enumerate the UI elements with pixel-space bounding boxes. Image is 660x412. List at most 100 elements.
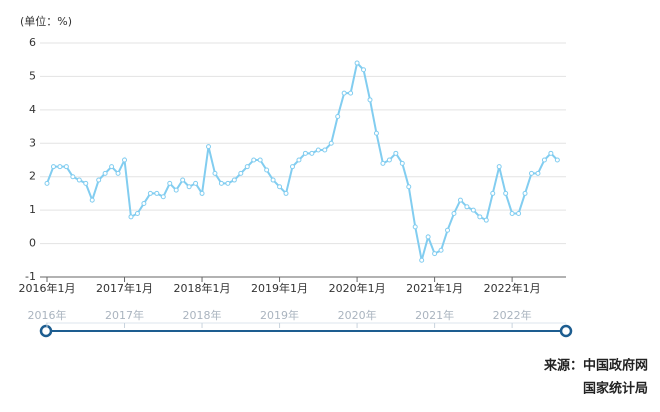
slider-label: 2021年	[415, 308, 454, 322]
point	[63, 164, 69, 170]
point	[122, 157, 128, 163]
point	[109, 164, 115, 170]
point	[134, 210, 140, 216]
point	[490, 190, 496, 196]
point	[173, 187, 179, 193]
point	[354, 60, 360, 66]
point	[231, 177, 237, 183]
slider-label: 2022年	[493, 308, 532, 322]
x-tick-label: 2017年1月	[96, 281, 153, 295]
point	[147, 190, 153, 196]
point	[296, 157, 302, 163]
point	[206, 144, 211, 150]
point	[464, 204, 470, 210]
point	[251, 157, 257, 163]
y-tick-label: 5	[29, 69, 36, 82]
point	[102, 170, 108, 176]
point	[438, 247, 444, 253]
point	[483, 217, 489, 223]
point	[425, 234, 431, 240]
point	[470, 207, 476, 213]
point	[160, 194, 166, 200]
point	[141, 200, 147, 206]
point	[50, 164, 56, 170]
point	[380, 160, 386, 166]
slider-label: 2016年	[28, 308, 67, 322]
point	[367, 97, 373, 103]
slider-label: 2019年	[260, 308, 299, 322]
point	[277, 184, 283, 190]
point	[57, 164, 63, 170]
point	[503, 190, 509, 196]
x-tick-label: 2021年1月	[406, 281, 463, 295]
point	[44, 180, 50, 186]
point	[535, 170, 541, 176]
point	[509, 210, 515, 216]
point	[496, 164, 502, 170]
point	[386, 157, 392, 163]
point	[167, 180, 173, 186]
point	[419, 257, 425, 263]
point	[335, 114, 341, 120]
y-tick-label: 1	[29, 203, 36, 216]
point	[393, 150, 399, 156]
y-tick-label: 2	[29, 170, 36, 183]
point	[477, 214, 483, 220]
point	[529, 170, 534, 176]
slider-handle[interactable]	[559, 324, 573, 338]
point	[186, 184, 192, 190]
point	[70, 174, 76, 180]
point	[522, 190, 528, 196]
point	[516, 210, 522, 216]
point	[309, 150, 315, 156]
slider-label: 2017年	[105, 308, 144, 322]
y-tick-label: -1	[25, 270, 36, 283]
point	[96, 177, 102, 183]
point	[212, 170, 218, 176]
point	[432, 251, 438, 257]
point	[445, 227, 451, 233]
point	[76, 177, 82, 183]
source: 国家统计局	[583, 381, 648, 397]
point	[328, 140, 334, 146]
point	[457, 197, 463, 203]
point	[180, 177, 186, 183]
point	[225, 180, 231, 186]
point	[89, 197, 95, 203]
point	[199, 190, 205, 196]
point	[412, 224, 418, 230]
point	[264, 167, 270, 173]
point	[548, 150, 554, 156]
point	[244, 164, 250, 170]
point	[554, 157, 560, 163]
point	[302, 150, 308, 156]
point	[283, 190, 289, 196]
point	[257, 157, 263, 163]
slider-handle[interactable]	[39, 324, 53, 338]
x-tick-label: 2022年1月	[484, 281, 541, 295]
point	[406, 184, 412, 190]
point	[322, 147, 328, 153]
slider-label: 2020年	[338, 308, 377, 322]
point	[238, 170, 244, 176]
point	[154, 190, 160, 196]
x-tick-label: 2016年1月	[19, 281, 76, 295]
unit-label: (单位：%)	[20, 14, 72, 28]
slider-label: 2018年	[183, 308, 222, 322]
point	[193, 180, 199, 186]
y-tick-label: 3	[29, 136, 36, 149]
x-tick-label: 2018年1月	[174, 281, 231, 295]
point	[348, 90, 354, 96]
point	[289, 164, 295, 170]
source: 来源：中国政府网	[543, 358, 648, 374]
point	[115, 170, 121, 176]
point	[83, 180, 89, 186]
y-tick-label: 0	[29, 237, 36, 250]
point	[541, 157, 547, 163]
x-tick-label: 2020年1月	[329, 281, 386, 295]
point	[218, 180, 224, 186]
point	[341, 90, 347, 96]
y-tick-label: 6	[29, 36, 36, 49]
point	[270, 177, 276, 183]
